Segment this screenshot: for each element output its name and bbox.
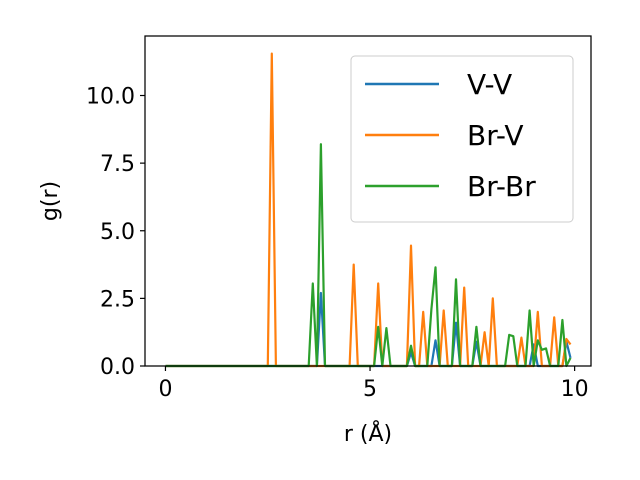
x-tick-label: 10 (561, 377, 589, 402)
y-tick-label: 10.0 (86, 85, 135, 110)
axis-layer: 0 5 10 0.0 2.5 5.0 7.5 10.0 (86, 85, 589, 402)
y-axis-label: g(r) (38, 181, 63, 221)
y-tick-label: 7.5 (100, 152, 135, 177)
series-line-2 (165, 143, 572, 368)
x-tick-label: 5 (363, 377, 377, 402)
legend-frame (350, 55, 574, 223)
x-axis-label: r (Å) (344, 420, 392, 447)
legend-label-1: Br-V (467, 119, 524, 152)
legend-label-0: V-V (467, 68, 512, 101)
y-tick-label: 5.0 (100, 220, 135, 245)
y-tick-label: 2.5 (100, 287, 135, 312)
legend-label-2: Br-Br (467, 170, 536, 203)
x-tick-label: 0 (158, 377, 172, 402)
legend: V-V Br-V Br-Br (350, 55, 574, 223)
plot-frame (144, 35, 592, 367)
y-tick-label: 0.0 (100, 355, 135, 380)
